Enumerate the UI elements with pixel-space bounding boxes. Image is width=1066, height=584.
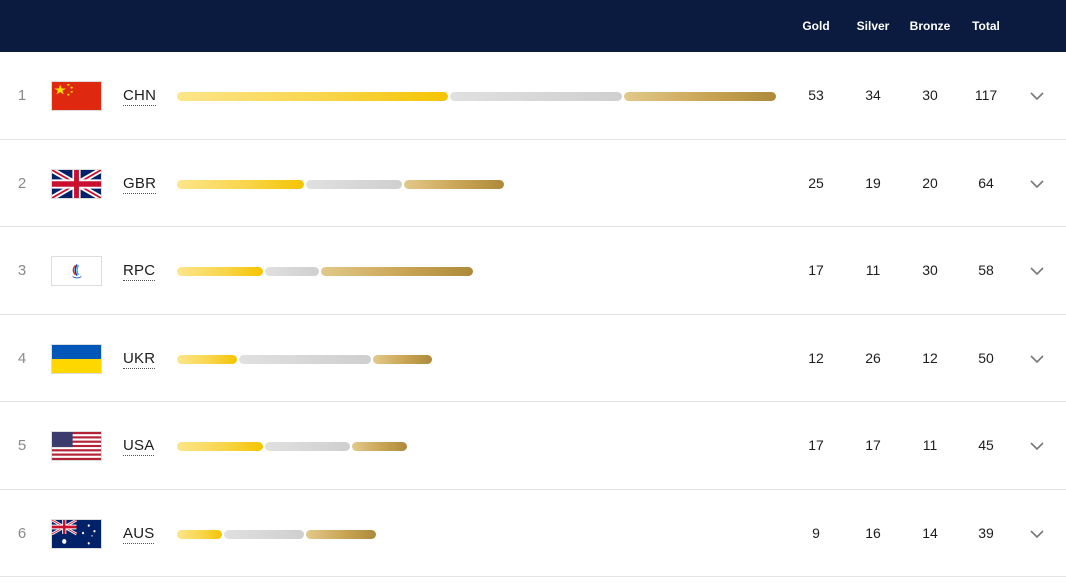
total-count: 50 — [978, 349, 994, 366]
gold-count: 9 — [812, 524, 820, 541]
table-row[interactable]: 6 AUS 9 16 14 39 — [0, 490, 1066, 577]
ukraine-flag-icon — [51, 343, 102, 374]
gold-bar — [177, 267, 263, 276]
gold-bar — [177, 92, 448, 101]
country-link[interactable]: GBR — [123, 174, 157, 194]
bronze-count: 20 — [922, 174, 938, 191]
country-link[interactable]: UKR — [123, 349, 156, 369]
bronze-bar — [306, 529, 376, 539]
total-count: 58 — [978, 262, 994, 278]
bronze-bar — [404, 179, 504, 189]
bronze-count: 12 — [922, 349, 938, 366]
table-row[interactable]: 5 USA 17 17 11 45 — [0, 402, 1066, 490]
silver-count: 17 — [865, 437, 881, 453]
medal-table-body: 1 CHN 53 34 30 117 2 — [0, 52, 1066, 577]
total-count: 39 — [978, 524, 994, 541]
medal-bars — [177, 267, 777, 276]
rpc-flag-icon — [51, 256, 102, 286]
column-header-silver[interactable]: Silver — [856, 19, 890, 33]
rank: 6 — [17, 524, 27, 542]
bronze-bar — [373, 354, 432, 364]
bronze-bar — [624, 92, 776, 101]
silver-count: 19 — [865, 174, 881, 191]
medal-bars — [177, 442, 777, 451]
gold-count: 53 — [808, 87, 824, 103]
country-link[interactable]: USA — [123, 437, 155, 456]
total-count: 64 — [978, 174, 994, 191]
usa-flag-icon — [51, 431, 102, 461]
medal-bars — [177, 354, 777, 364]
table-row[interactable]: 4 UKR 12 26 12 50 — [0, 315, 1066, 402]
table-row[interactable]: 1 CHN 53 34 30 117 — [0, 52, 1066, 140]
column-header-total[interactable]: Total — [972, 19, 1000, 33]
chevron-down-icon[interactable] — [1026, 85, 1048, 107]
bronze-bar — [321, 267, 473, 276]
gold-count: 17 — [808, 262, 824, 278]
medal-bars — [177, 529, 777, 539]
china-flag-icon — [51, 81, 102, 111]
bronze-count: 14 — [922, 524, 938, 541]
chevron-down-icon[interactable] — [1026, 173, 1048, 195]
silver-bar — [224, 529, 304, 539]
silver-bar — [239, 354, 371, 364]
silver-count: 11 — [865, 262, 881, 278]
silver-bar — [306, 179, 402, 189]
country-link[interactable]: CHN — [123, 87, 157, 106]
silver-count: 16 — [865, 524, 881, 541]
uk-flag-icon — [51, 168, 102, 199]
gold-bar — [177, 529, 222, 539]
rank: 5 — [17, 437, 27, 454]
gold-bar — [177, 354, 237, 364]
gold-bar — [177, 442, 263, 451]
chevron-down-icon[interactable] — [1026, 348, 1048, 370]
gold-count: 25 — [808, 174, 824, 191]
rank: 2 — [17, 174, 27, 192]
bronze-bar — [352, 442, 407, 451]
gold-count: 17 — [808, 437, 824, 453]
silver-count: 34 — [865, 87, 881, 103]
silver-bar — [450, 92, 622, 101]
medal-bars — [177, 92, 777, 101]
rank: 3 — [17, 262, 27, 279]
silver-count: 26 — [865, 349, 881, 366]
bronze-count: 30 — [922, 262, 938, 278]
total-count: 117 — [974, 87, 998, 103]
medal-table-header: Gold Silver Bronze Total — [0, 0, 1066, 52]
bronze-count: 11 — [922, 437, 938, 453]
chevron-down-icon[interactable] — [1026, 260, 1048, 282]
table-row[interactable]: 2 GBR 25 19 20 64 — [0, 140, 1066, 227]
silver-bar — [265, 267, 319, 276]
country-link[interactable]: RPC — [123, 262, 156, 281]
column-header-gold[interactable]: Gold — [802, 19, 830, 33]
column-header-bronze[interactable]: Bronze — [909, 19, 951, 33]
chevron-down-icon[interactable] — [1026, 523, 1048, 545]
silver-bar — [265, 442, 350, 451]
gold-count: 12 — [808, 349, 824, 366]
rank: 4 — [17, 349, 27, 367]
table-row[interactable]: 3 RPC 17 11 30 58 — [0, 227, 1066, 315]
medal-bars — [177, 179, 777, 189]
australia-flag-icon — [51, 518, 102, 549]
rank: 1 — [17, 87, 27, 104]
bronze-count: 30 — [922, 87, 938, 103]
total-count: 45 — [978, 437, 994, 453]
chevron-down-icon[interactable] — [1026, 435, 1048, 457]
country-link[interactable]: AUS — [123, 524, 155, 544]
gold-bar — [177, 179, 304, 189]
